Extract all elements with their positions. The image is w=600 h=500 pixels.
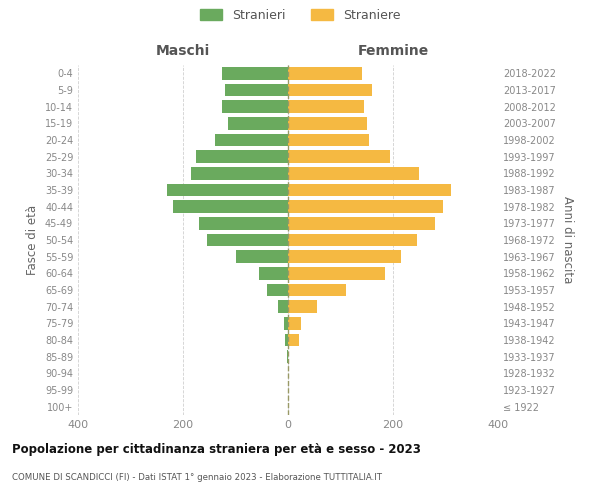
- Bar: [288, 67, 361, 80]
- Bar: [288, 334, 299, 346]
- Bar: [288, 84, 372, 96]
- Bar: [286, 334, 288, 346]
- Bar: [288, 234, 416, 246]
- Text: Maschi: Maschi: [156, 44, 210, 58]
- Bar: [191, 167, 288, 179]
- Bar: [225, 84, 288, 96]
- Bar: [196, 150, 288, 163]
- Text: COMUNE DI SCANDICCI (FI) - Dati ISTAT 1° gennaio 2023 - Elaborazione TUTTITALIA.: COMUNE DI SCANDICCI (FI) - Dati ISTAT 1°…: [12, 472, 382, 482]
- Bar: [227, 117, 288, 130]
- Text: Femmine: Femmine: [358, 44, 428, 58]
- Bar: [284, 317, 288, 330]
- Bar: [288, 217, 435, 230]
- Y-axis label: Anni di nascita: Anni di nascita: [562, 196, 574, 284]
- Y-axis label: Fasce di età: Fasce di età: [26, 205, 39, 275]
- Bar: [235, 250, 288, 263]
- Bar: [199, 217, 288, 230]
- Bar: [259, 267, 288, 280]
- Bar: [223, 67, 288, 80]
- Bar: [223, 100, 288, 113]
- Bar: [288, 184, 451, 196]
- Legend: Stranieri, Straniere: Stranieri, Straniere: [199, 8, 401, 22]
- Bar: [206, 234, 288, 246]
- Text: Popolazione per cittadinanza straniera per età e sesso - 2023: Popolazione per cittadinanza straniera p…: [12, 442, 421, 456]
- Bar: [288, 134, 370, 146]
- Bar: [288, 267, 385, 280]
- Bar: [288, 200, 443, 213]
- Bar: [288, 300, 317, 313]
- Bar: [277, 300, 288, 313]
- Bar: [288, 100, 364, 113]
- Bar: [288, 284, 346, 296]
- Bar: [287, 350, 288, 363]
- Bar: [288, 117, 367, 130]
- Bar: [167, 184, 288, 196]
- Bar: [288, 250, 401, 263]
- Bar: [288, 150, 391, 163]
- Bar: [288, 317, 301, 330]
- Bar: [267, 284, 288, 296]
- Bar: [215, 134, 288, 146]
- Bar: [173, 200, 288, 213]
- Bar: [288, 167, 419, 179]
